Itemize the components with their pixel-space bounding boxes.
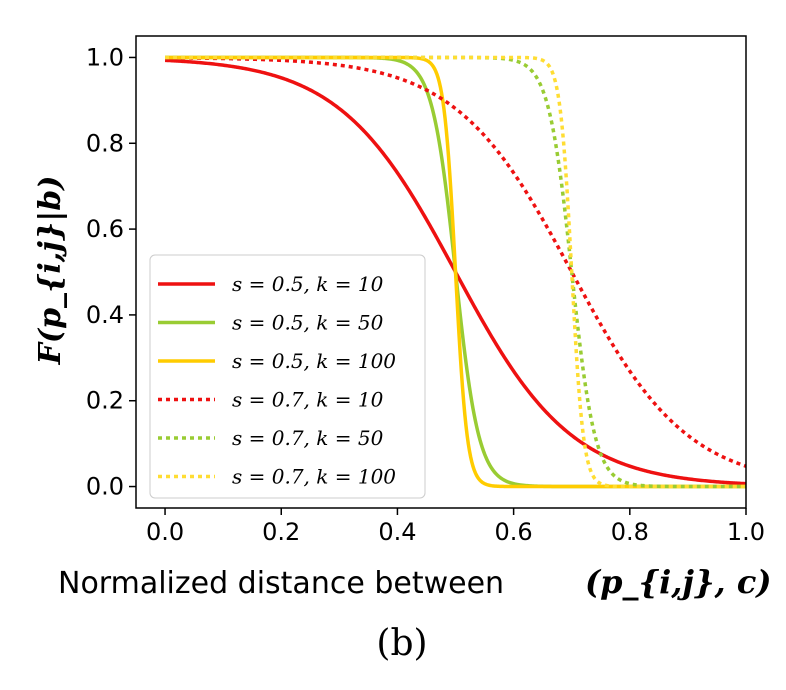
y-axis-label: F(p_{i,j}|b)	[33, 176, 68, 366]
figure-caption: (b)	[376, 623, 427, 664]
y-tick-label: 0.0	[86, 473, 124, 501]
x-tick-label: 1.0	[727, 518, 765, 546]
legend-label-3: s = 0.5, k = 100	[232, 349, 396, 373]
plot-frame	[135, 35, 747, 509]
y-tick-label: 0.8	[86, 129, 124, 157]
y-tick-label: 0.4	[86, 301, 124, 329]
y-tick-label: 0.2	[86, 387, 124, 415]
series-line-6	[165, 55, 746, 489]
tick-layer: 0.0 0.2 0.4 0.6 0.8 1.0 0.0 0.2 0.4 0.6 0.8 1.0	[86, 43, 765, 546]
x-axis-label: Normalized distance between	[58, 566, 504, 601]
legend-label-6: s = 0.7, k = 100	[232, 465, 396, 489]
series-layer	[164, 55, 747, 489]
legend-label-1: s = 0.5, k = 10	[232, 272, 384, 296]
x-axis-label-math: (p_{i,j}, c)	[585, 563, 771, 601]
series-line-4	[165, 56, 747, 468]
legend-label-5: s = 0.7, k = 50	[232, 426, 384, 450]
y-tick-label: 1.0	[86, 43, 124, 71]
legend-box	[149, 254, 426, 499]
x-tick-label: 0.4	[378, 518, 416, 546]
y-tick-label: 0.6	[86, 215, 124, 243]
legend: s = 0.5, k = 10 s = 0.5, k = 50 s = 0.5, k…	[149, 254, 426, 499]
x-tick-label: 0.2	[262, 518, 300, 546]
legend-label-4: s = 0.7, k = 10	[232, 388, 384, 412]
legend-label-2: s = 0.5, k = 50	[232, 311, 384, 335]
x-tick-label: 0.8	[611, 518, 649, 546]
x-tick-label: 0.6	[495, 518, 533, 546]
x-tick-label: 0.0	[146, 518, 184, 546]
